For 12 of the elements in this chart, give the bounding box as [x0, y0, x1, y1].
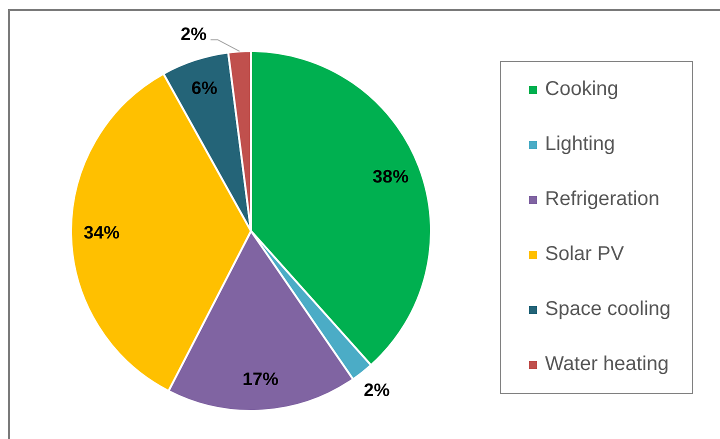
legend-label: Water heating — [545, 353, 669, 376]
legend-label: Lighting — [545, 133, 616, 156]
data-label: 6% — [191, 78, 218, 98]
data-label: 34% — [84, 222, 120, 242]
legend-label: Solar PV — [545, 243, 624, 266]
legend-label: Space cooling — [545, 298, 671, 321]
legend-label: Refrigeration — [545, 188, 660, 211]
data-label: 17% — [242, 369, 278, 390]
legend-label: Cooking — [545, 78, 618, 101]
data-label: 2% — [180, 24, 207, 44]
data-label: 2% — [364, 380, 390, 400]
data-label: 38% — [372, 166, 409, 187]
